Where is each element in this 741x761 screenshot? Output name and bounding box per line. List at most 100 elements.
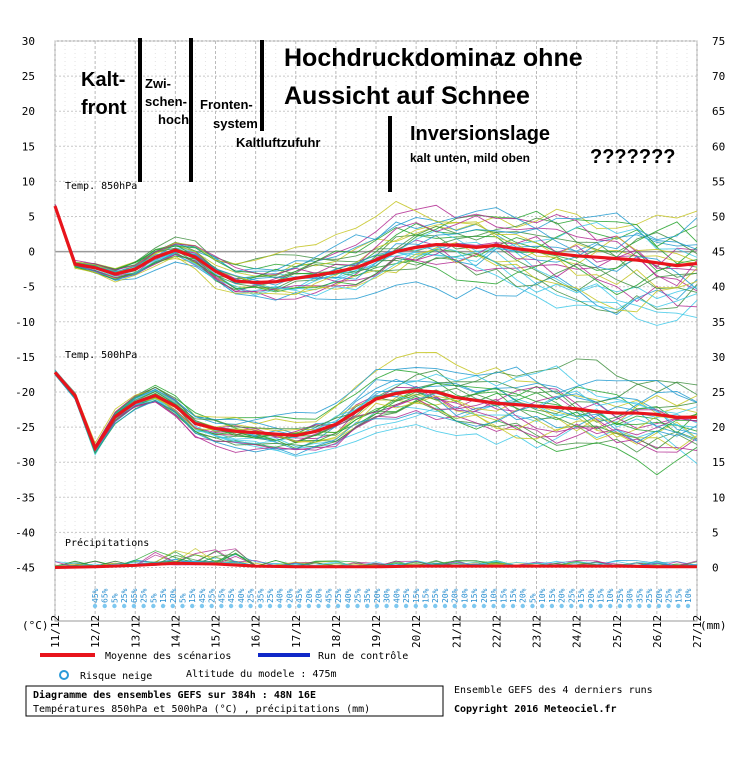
snow-risk-label: 25%	[616, 588, 625, 603]
snow-dot	[403, 603, 409, 609]
x-tick: 24/12	[571, 615, 584, 648]
ensemble-line	[54, 358, 698, 449]
annotation-text: Inversionslage	[410, 123, 550, 145]
y-right-tick: 60	[712, 140, 725, 153]
snow-risk-label: 45%	[91, 588, 100, 603]
snow-dot	[588, 603, 593, 609]
ensemble-line	[54, 205, 698, 308]
snow-dot	[676, 603, 681, 609]
y-right-tick: 55	[712, 175, 725, 188]
snow-dot	[666, 603, 671, 609]
snow-dot	[228, 603, 234, 609]
x-tick: 13/12	[129, 615, 142, 648]
snow-risk-label: 25%	[266, 588, 275, 603]
x-tick: 14/12	[169, 615, 182, 648]
panel-label-t500: Temp. 500hPa	[65, 350, 137, 361]
snow-risk-label: 15%	[577, 588, 586, 603]
snow-risk-label: 35%	[635, 588, 644, 603]
ensemble-line	[54, 207, 698, 316]
snow-risk-label: 30%	[626, 588, 635, 603]
y-left-tick: 25	[22, 70, 35, 83]
snow-risk-label: 40%	[344, 588, 353, 603]
ensemble-line	[54, 373, 698, 465]
x-tick: 22/12	[490, 615, 503, 648]
snow-risk-label: 25%	[431, 588, 440, 603]
snow-dot	[287, 603, 292, 609]
ensemble-line	[54, 369, 698, 447]
snow-dot	[364, 603, 370, 609]
snow-dot	[423, 603, 428, 609]
y-left-tick: -25	[15, 421, 35, 434]
altitude-text: Altitude du modele : 475m	[186, 669, 337, 680]
ensemble-line	[54, 206, 698, 310]
ensemble-line	[54, 206, 698, 286]
snow-risk-label: 45%	[324, 588, 333, 603]
snow-risk-label: 20%	[169, 588, 178, 603]
y-left-tick: -10	[15, 316, 35, 329]
x-tick: 25/12	[611, 615, 624, 648]
snow-risk-label: 45%	[198, 588, 207, 603]
snow-risk-label: 40%	[237, 588, 246, 603]
snow-risk-label: 15%	[509, 588, 518, 603]
y-left-tick: 15	[22, 140, 35, 153]
snow-risk-label: 5%	[149, 593, 158, 603]
snow-risk-label: 25%	[208, 588, 217, 603]
y-right-tick: 40	[712, 281, 725, 294]
snow-risk-label: 45%	[227, 588, 236, 603]
snow-risk-label: 15%	[412, 588, 421, 603]
panel-label-t850: Temp. 850hPa	[65, 181, 137, 192]
y-left-tick: 5	[28, 211, 35, 224]
annotation-text: kalt unten, mild oben	[410, 151, 530, 165]
snow-dot	[656, 603, 662, 609]
x-tick: 11/12	[49, 615, 62, 648]
snow-risk-label: 15%	[159, 588, 168, 603]
y-left-tick: -45	[15, 562, 35, 575]
snow-dot	[306, 603, 312, 609]
snow-dot	[510, 603, 516, 609]
annotation-text: Zwi-	[145, 76, 171, 91]
y-left-tick: 10	[22, 175, 35, 188]
mean-lines	[53, 205, 698, 569]
snow-dot	[539, 603, 545, 609]
snow-risk-label: 15%	[470, 588, 479, 603]
y-right-tick: 20	[712, 421, 725, 434]
ensemble-line	[54, 366, 698, 449]
annotation-text: Kalt-	[81, 69, 125, 91]
snow-risk-label: 10%	[606, 588, 615, 603]
snow-risk-label: 20%	[441, 588, 450, 603]
snow-dot	[433, 603, 438, 609]
snow-dot	[335, 603, 341, 609]
y-right-tick: 75	[712, 35, 725, 48]
snow-dot	[637, 603, 642, 609]
snow-dot	[685, 603, 691, 609]
y-left-tick: 0	[28, 246, 35, 259]
snow-risk-label: 45%	[295, 588, 304, 603]
snow-risk-label: 65%	[130, 588, 139, 603]
snow-risk-label: 15%	[597, 588, 606, 603]
annotation-text: Hochdruckdominaz ohne	[284, 44, 583, 72]
x-tick: 15/12	[210, 615, 223, 648]
snow-dot	[92, 603, 98, 609]
snow-risk-label: 20%	[655, 588, 664, 603]
snow-dot	[598, 603, 603, 609]
y-right-tick: 30	[712, 351, 725, 364]
annotations: Kalt-front Zwi-schen-hoch Fronten-system Ka…	[81, 38, 676, 192]
snow-risk-label: 25%	[353, 588, 362, 603]
annotation-text: ???????	[590, 146, 676, 168]
y-right-tick: 70	[712, 70, 725, 83]
snow-dot	[296, 603, 302, 609]
snow-risk-label: 5%	[110, 593, 119, 603]
snow-risk-label: 20%	[315, 588, 324, 603]
snow-dot	[374, 603, 380, 609]
snow-dot	[267, 603, 273, 609]
x-tick: 12/12	[89, 615, 102, 648]
mean-line-precip	[54, 561, 697, 569]
y-left-tick: 30	[22, 35, 35, 48]
mean-line-t500	[53, 371, 697, 452]
copyright-text: Copyright 2016 Meteociel.fr	[454, 703, 617, 715]
snow-dot	[141, 603, 146, 609]
snow-risk-label: 20%	[519, 588, 528, 603]
y-left-unit: (°C)	[22, 619, 49, 632]
snow-dot	[559, 603, 564, 609]
snow-dot	[199, 603, 205, 609]
